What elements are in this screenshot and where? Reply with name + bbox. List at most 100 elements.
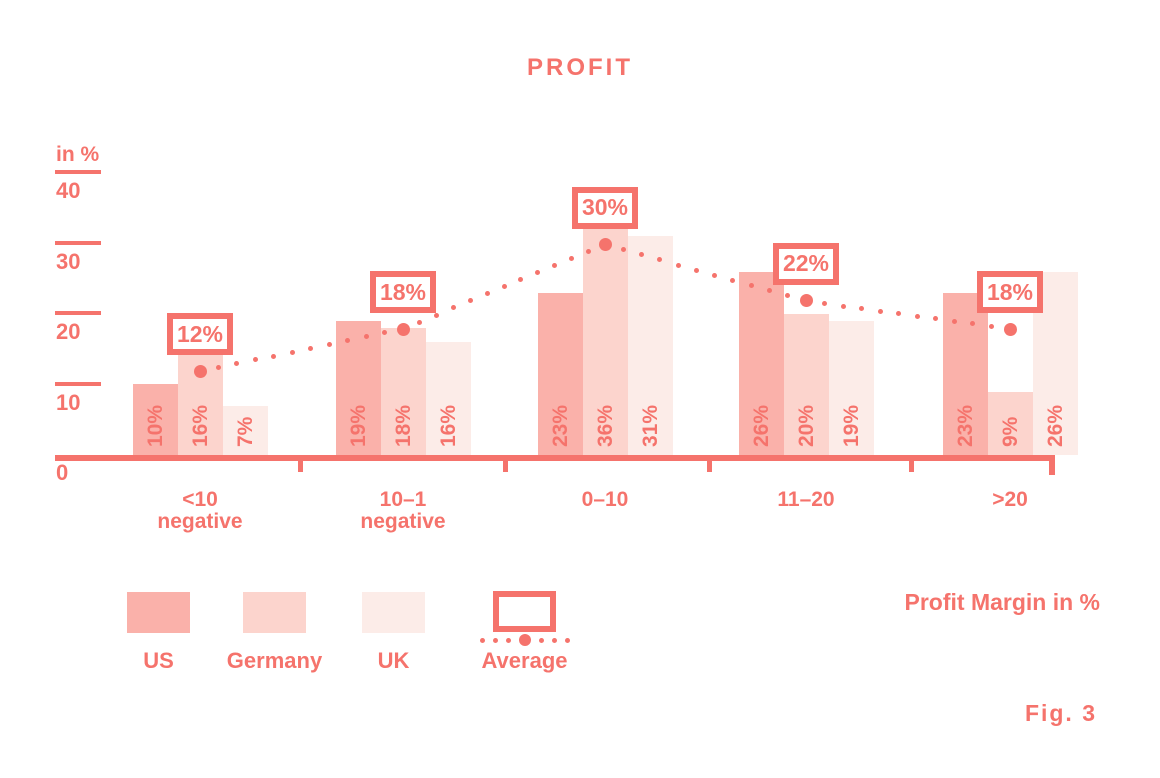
x-category-label: 11–20 — [706, 489, 906, 511]
average-line-dot — [326, 341, 332, 347]
bar-value-label: 26% — [1043, 404, 1067, 447]
y-tick — [55, 240, 101, 245]
x-axis-end-tick — [1049, 455, 1055, 475]
average-line-dot — [730, 277, 736, 283]
average-line-dot — [914, 313, 920, 319]
bar-germany — [784, 314, 829, 455]
y-tick-label: 0 — [56, 460, 69, 485]
average-line-dot — [840, 303, 846, 309]
average-point — [1003, 322, 1017, 336]
legend-average-dot-icon — [492, 637, 498, 643]
average-line-dot — [434, 312, 440, 318]
average-line-dot — [215, 365, 221, 371]
bar-us — [943, 293, 988, 455]
average-line-dot — [484, 291, 490, 297]
bar-value-label: 7% — [233, 416, 257, 447]
average-line-dot — [877, 308, 883, 314]
bar-value-label: 10% — [143, 404, 167, 447]
average-line-dot — [657, 257, 663, 263]
y-tick-label: 30 — [56, 248, 81, 274]
bar-uk — [628, 236, 673, 455]
average-line-dot — [308, 345, 314, 351]
x-category-label-line: 0–10 — [581, 488, 629, 511]
x-category-label: >20 — [910, 489, 1110, 511]
figure-label: Fig. 3 — [1024, 700, 1097, 726]
legend-label: Germany — [226, 648, 323, 673]
legend-label: US — [143, 648, 174, 673]
average-line-dot — [382, 330, 388, 336]
average-line-dot — [345, 338, 351, 344]
x-category-label: <10 negative — [100, 489, 300, 533]
x-axis-title: Profit Margin in % — [904, 589, 1101, 615]
average-line-dot — [639, 252, 645, 258]
average-line-dot — [568, 256, 574, 262]
x-category-label-line: <10 — [182, 488, 218, 511]
average-line-dot — [693, 267, 699, 273]
average-line-dot — [951, 318, 957, 324]
average-line-dot — [467, 298, 473, 304]
bar-us — [739, 272, 784, 455]
average-line-dot — [252, 357, 258, 363]
legend-average-box-icon — [493, 591, 556, 632]
x-category-label: 10–1 negative — [303, 489, 503, 533]
legend-average-dot-icon — [538, 637, 544, 643]
average-line-dot — [933, 316, 939, 322]
y-tick — [55, 311, 101, 315]
x-category-label-line: >20 — [992, 488, 1028, 511]
average-value-box: 30% — [572, 186, 638, 229]
bar-uk — [829, 321, 874, 455]
bar-value-label: 19% — [839, 404, 863, 447]
average-value-box: 18% — [977, 271, 1043, 314]
average-value-box: 18% — [370, 271, 436, 314]
legend-swatch-germany — [243, 592, 306, 633]
bar-value-label: 16% — [188, 404, 212, 447]
bar-value-label: 36% — [593, 404, 617, 447]
legend-label: Average — [481, 648, 568, 673]
average-line-dot — [785, 293, 791, 299]
average-line-dot — [859, 306, 865, 312]
average-line-dot — [271, 353, 277, 359]
average-line-dot — [363, 334, 369, 340]
average-line-dot — [451, 305, 456, 311]
legend-average-point-icon — [518, 634, 531, 646]
bar-uk — [426, 342, 471, 455]
legend-average-dot-icon — [564, 637, 570, 643]
x-category-label-line: 11–20 — [777, 488, 835, 511]
x-category-label-line: negative — [157, 510, 243, 533]
average-line-dot — [501, 284, 507, 290]
legend-average-dotted-line-icon — [479, 633, 570, 647]
average-line-dot — [535, 270, 541, 276]
bar-us — [336, 321, 381, 455]
average-point — [193, 364, 207, 378]
bar-germany — [988, 392, 1033, 455]
average-line-dot — [988, 324, 994, 330]
legend-average-dot-icon — [505, 637, 511, 643]
x-axis-tick — [298, 455, 303, 472]
x-category-label-line: negative — [360, 510, 446, 533]
bar-value-label: 9% — [998, 416, 1022, 447]
x-axis-line — [55, 455, 1055, 461]
average-line-dot — [289, 349, 295, 355]
x-axis-tick — [503, 455, 508, 472]
average-line-dot — [712, 272, 718, 278]
average-line-dot — [552, 263, 557, 269]
x-axis-tick — [909, 455, 914, 472]
bar-uk — [223, 406, 268, 455]
legend-average-dot-icon — [479, 637, 485, 643]
bar-germany — [381, 328, 426, 455]
bar-value-label: 16% — [436, 404, 460, 447]
bar-value-label: 23% — [953, 404, 977, 447]
average-point — [598, 238, 612, 251]
y-tick-label: 20 — [56, 319, 81, 344]
average-line-dot — [585, 249, 591, 255]
bar-us — [133, 384, 178, 455]
x-axis-tick — [707, 455, 712, 472]
average-line-dot — [748, 283, 754, 289]
average-line-dot — [620, 247, 626, 253]
x-category-label: 0–10 — [505, 489, 705, 511]
bar-value-label: 23% — [548, 404, 572, 447]
average-line-dot — [822, 300, 828, 306]
x-category-label-line: 10–1 — [379, 488, 427, 511]
legend-label: UK — [377, 648, 410, 673]
